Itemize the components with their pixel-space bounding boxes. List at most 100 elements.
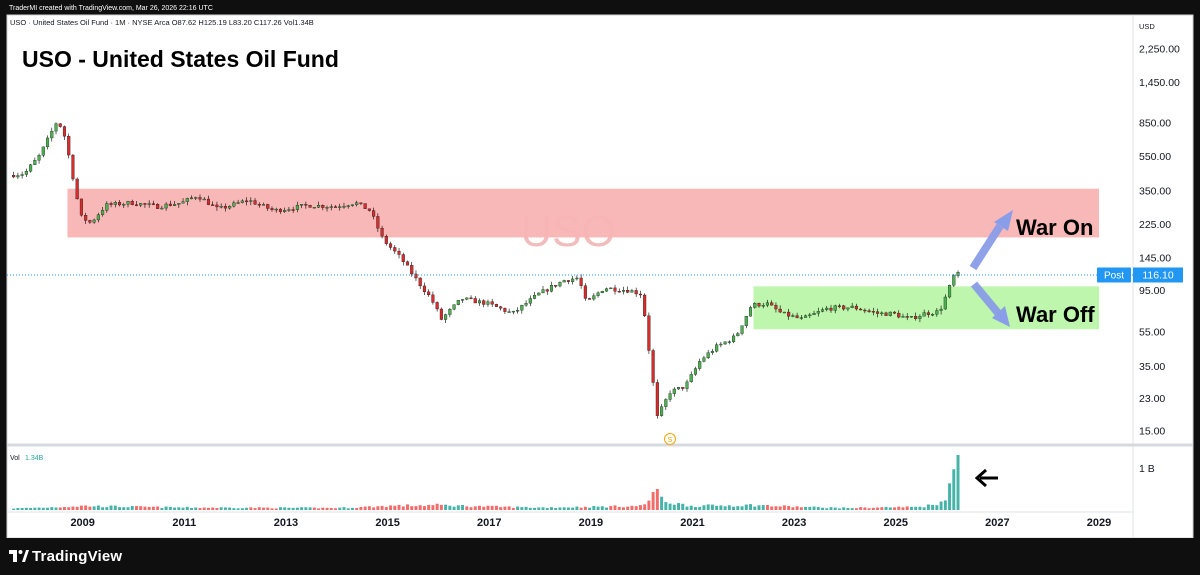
volume-bar [778, 506, 782, 510]
volume-bar [550, 507, 553, 510]
volume-bar [494, 505, 498, 510]
candle-up [562, 279, 566, 283]
candle-up [909, 315, 913, 318]
candle-down [469, 295, 473, 300]
tradingview-logo-icon[interactable] [9, 548, 29, 564]
price-axis[interactable]: 2,250.00 1,450.00 850.00 550.00 350.00 225.00… [1139, 44, 1180, 438]
candle-down [401, 252, 405, 266]
volume-bar [240, 508, 244, 510]
candle-body [681, 387, 685, 389]
price-tick-label: 1,450.00 [1139, 77, 1180, 89]
candle-body [338, 206, 342, 208]
candle-down [79, 198, 83, 217]
candle-down [829, 304, 833, 313]
candle-body [943, 296, 947, 310]
tradingview-brand[interactable]: TradingView [32, 548, 123, 565]
candle-body [511, 310, 515, 313]
volume-bar [516, 506, 520, 510]
volume-bar [935, 505, 939, 510]
candle-up [185, 197, 189, 206]
candle-body [418, 277, 422, 287]
candle-up [346, 204, 350, 209]
candle-body [312, 207, 316, 209]
candle-body [575, 277, 579, 280]
candle-down [397, 247, 401, 259]
candle-down [372, 207, 376, 220]
candle-up [533, 291, 537, 300]
volume-bar [338, 507, 342, 510]
volume-bar [202, 507, 206, 510]
candle-body [732, 335, 736, 342]
volume-bar [418, 505, 422, 510]
volume-bar [537, 507, 541, 510]
candle-up [202, 197, 206, 201]
candle-body [219, 206, 223, 208]
time-axis[interactable]: 2009 2011 2013 2015 2017 2019 2021 2023 2025 2027… [70, 517, 1111, 529]
volume-bar [198, 508, 202, 510]
candle-body [448, 309, 452, 315]
candle-up [804, 314, 808, 318]
volume-bar [799, 507, 803, 510]
volume-bar [905, 506, 909, 510]
volume-bar [507, 506, 511, 510]
volume-bar [723, 506, 727, 510]
candle-up [948, 284, 952, 299]
candle-body [829, 307, 833, 311]
candle-down [58, 123, 62, 128]
volume-bar [473, 506, 477, 510]
volume-bar [888, 507, 892, 510]
candle-up [685, 379, 689, 392]
volume-bar [630, 505, 634, 510]
time-tick-label: 2015 [375, 517, 399, 529]
candle-body [524, 303, 528, 306]
time-tick-label: 2029 [1087, 517, 1111, 529]
candle-down [554, 285, 558, 288]
volume-bar [943, 500, 947, 510]
footer-bar [0, 538, 1200, 575]
candle-body [477, 300, 482, 304]
volume-bar [363, 506, 367, 510]
volume-bar [270, 508, 274, 510]
split-marker[interactable]: S [664, 433, 676, 445]
candle-up [46, 135, 50, 150]
candle-down [389, 241, 393, 251]
candle-down [75, 177, 79, 200]
candle-up [541, 286, 545, 294]
candle-body [583, 285, 587, 299]
candle-body [507, 311, 511, 313]
candle-down [634, 287, 638, 297]
candle-up [29, 163, 33, 173]
candle-body [888, 311, 892, 316]
candle-up [846, 307, 850, 312]
candle-up [744, 315, 748, 329]
candle-up [507, 308, 511, 313]
candle-body [533, 294, 537, 299]
candle-body [439, 308, 443, 320]
candle-up [689, 371, 693, 383]
candle-up [715, 342, 719, 353]
candle-down [359, 202, 363, 206]
volume-bar [168, 506, 172, 510]
candle-body [274, 208, 278, 211]
candle-down [617, 288, 621, 293]
candle-up [816, 307, 820, 317]
candle-body [820, 309, 825, 312]
candle-down [863, 308, 867, 314]
volume-bar [821, 507, 824, 510]
candle-body [537, 292, 541, 296]
volume-bar [545, 508, 549, 510]
candle-body [461, 299, 465, 301]
candle-body [736, 333, 740, 337]
candle-up [177, 203, 181, 208]
volume-bar [33, 507, 37, 510]
candle-body [88, 220, 92, 223]
candle-body [626, 290, 630, 293]
candle-up [901, 313, 905, 318]
price-tick-label: 850.00 [1139, 118, 1171, 130]
candle-down [380, 225, 384, 239]
candle-up [448, 307, 452, 318]
candle-body [54, 123, 58, 132]
volume-bar [414, 506, 418, 510]
candle-down [215, 201, 219, 211]
volume-bar [236, 508, 240, 510]
